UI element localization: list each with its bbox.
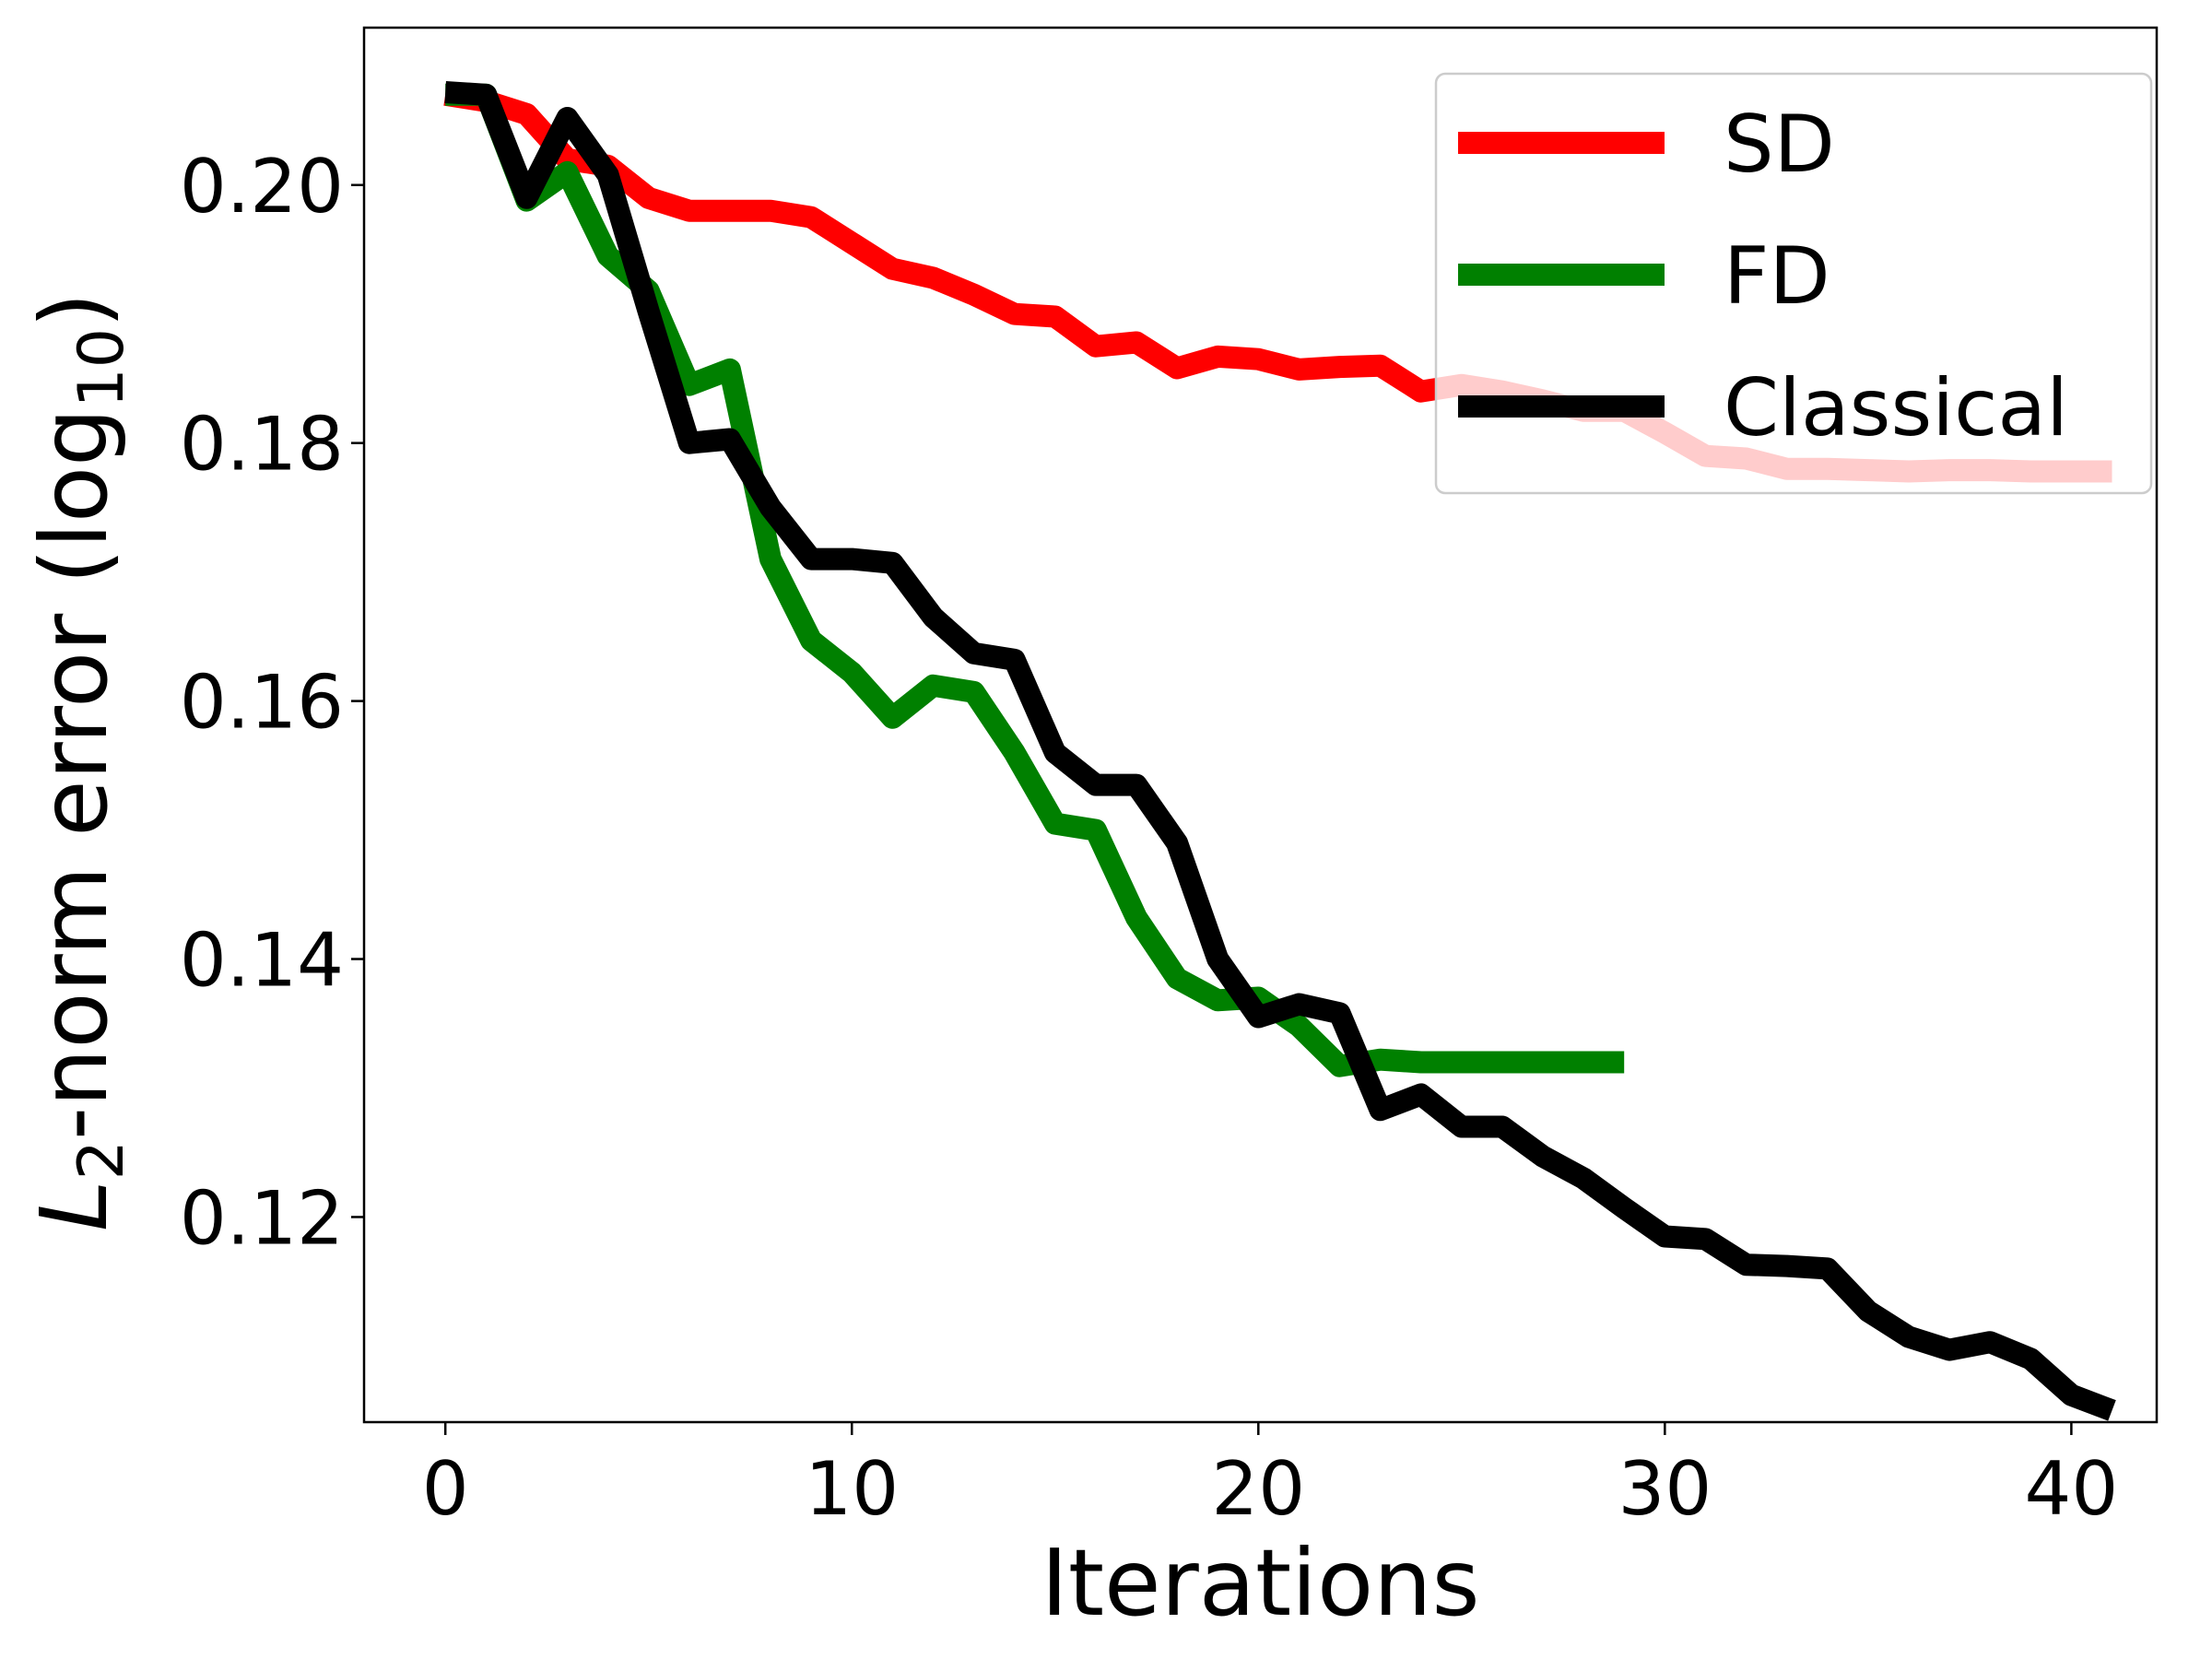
y-tick-label: 0.20 (180, 144, 344, 229)
y-axis-label-prefix-subscript: 2 (65, 1140, 138, 1180)
legend: SD FD Classical (1434, 72, 2153, 495)
y-axis-label-suffix: ) (20, 292, 128, 328)
x-tick-label: 0 (422, 1446, 469, 1532)
x-axis-ticks: 0 10 20 30 40 (422, 1422, 2118, 1532)
legend-label-fd: FD (1724, 230, 1830, 323)
y-tick-label: 0.14 (180, 918, 344, 1004)
series-line-classical (444, 81, 2116, 1421)
plot-area-frame (362, 26, 2159, 1424)
legend-label-classical: Classical (1724, 362, 2068, 454)
y-axis-label-prefix: L (20, 1180, 128, 1231)
y-tick-label: 0.12 (180, 1175, 344, 1261)
x-axis-label: Iterations (1041, 1529, 1479, 1637)
y-tick-label: 0.16 (180, 660, 344, 746)
x-tick-label: 40 (2024, 1446, 2118, 1532)
y-axis-label: L2-norm error (log10) (20, 292, 138, 1231)
x-tick-label: 20 (1211, 1446, 1305, 1532)
x-tick-label: 10 (805, 1446, 899, 1532)
y-axis-ticks: 0.12 0.14 0.16 0.18 0.20 (180, 144, 364, 1261)
legend-label-sd: SD (1724, 99, 1835, 191)
legend-box (1434, 72, 2153, 495)
x-tick-label: 30 (1618, 1446, 1712, 1532)
y-tick-label: 0.18 (180, 402, 344, 488)
y-axis-label-main-subscript: 10 (65, 328, 138, 408)
y-axis-label-main: -norm error (log (20, 408, 128, 1141)
